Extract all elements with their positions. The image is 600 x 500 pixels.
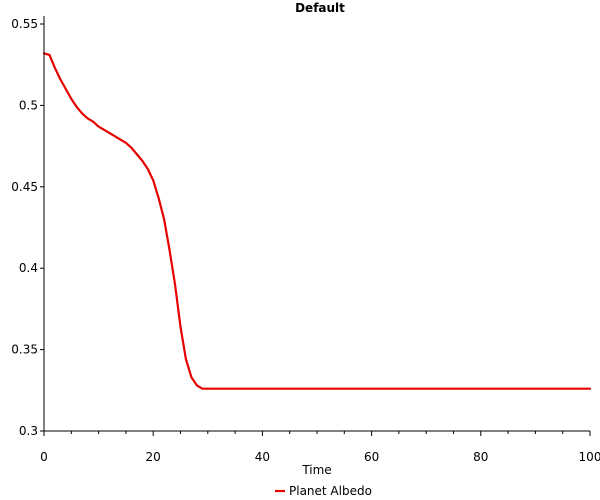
- y-tick-label: 0.3: [19, 424, 38, 438]
- legend-label: Planet Albedo: [289, 484, 372, 498]
- y-tick-label: 0.45: [11, 180, 38, 194]
- x-tick-label: 0: [40, 450, 48, 464]
- y-tick-label: 0.35: [11, 343, 38, 357]
- x-axis-ticks: 0 20 40 60 80 100: [40, 431, 600, 464]
- y-tick-label: 0.4: [19, 261, 38, 275]
- y-tick-label: 0.55: [11, 17, 38, 31]
- x-tick-label: 20: [146, 450, 161, 464]
- x-tick-label: 60: [364, 450, 379, 464]
- plot-area: [42, 52, 592, 390]
- x-tick-label: 100: [579, 450, 600, 464]
- x-axis-label: Time: [301, 463, 331, 477]
- chart-title: Default: [295, 1, 345, 15]
- legend: Planet Albedo: [275, 484, 372, 498]
- y-axis-ticks: 0.3 0.35 0.4 0.45 0.5 0.55: [11, 17, 44, 438]
- series-line-planet-albedo: [42, 52, 592, 390]
- x-tick-label: 40: [255, 450, 270, 464]
- y-tick-label: 0.5: [19, 98, 38, 112]
- x-tick-label: 80: [473, 450, 488, 464]
